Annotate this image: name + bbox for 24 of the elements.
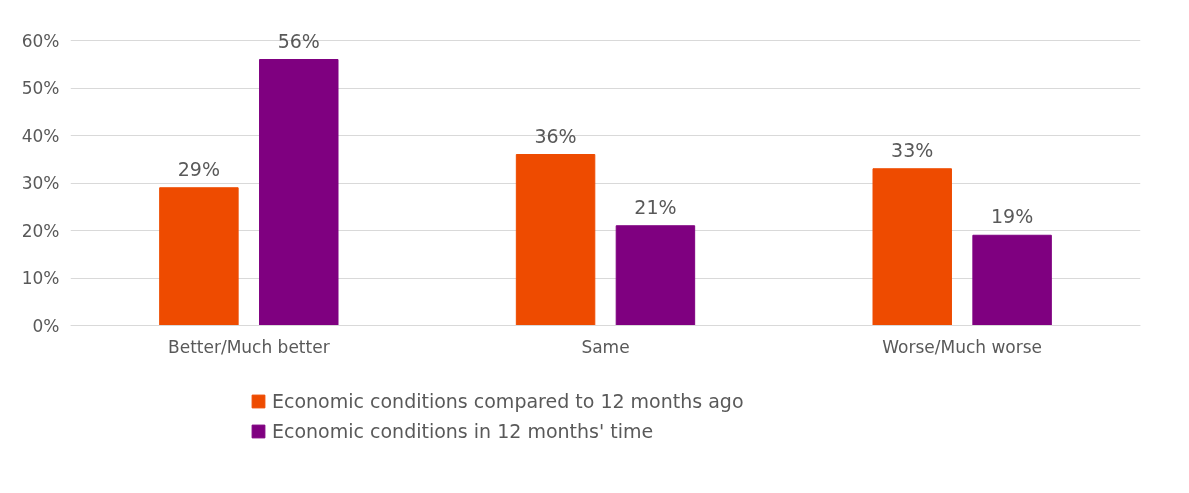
y-tick-label: 50% xyxy=(21,78,60,98)
data-label: 19% xyxy=(990,205,1034,228)
bar xyxy=(259,59,339,326)
data-label: 21% xyxy=(634,195,677,218)
data-label: 56% xyxy=(277,29,320,52)
data-label: 29% xyxy=(177,157,221,180)
y-tick-label: 60% xyxy=(21,30,60,51)
x-tick-label: Better/Much better xyxy=(168,336,330,357)
bar xyxy=(515,154,596,326)
x-tick-label: Same xyxy=(581,336,630,357)
bar xyxy=(159,187,239,326)
bar xyxy=(972,234,1052,326)
legend-label: Economic conditions in 12 months' time xyxy=(272,420,654,442)
y-tick-label: 0% xyxy=(32,315,60,336)
y-tick-label: 30% xyxy=(21,173,60,193)
bar xyxy=(615,225,696,326)
y-tick-label: 10% xyxy=(21,268,60,288)
data-label: 33% xyxy=(891,138,934,161)
bar xyxy=(872,168,952,326)
data-label: 36% xyxy=(534,124,577,147)
y-tick-label: 20% xyxy=(21,220,60,241)
x-tick-label: Worse/Much worse xyxy=(882,336,1043,357)
y-tick-label: 40% xyxy=(21,125,60,146)
legend-label: Economic conditions compared to 12 months ago xyxy=(272,390,744,412)
